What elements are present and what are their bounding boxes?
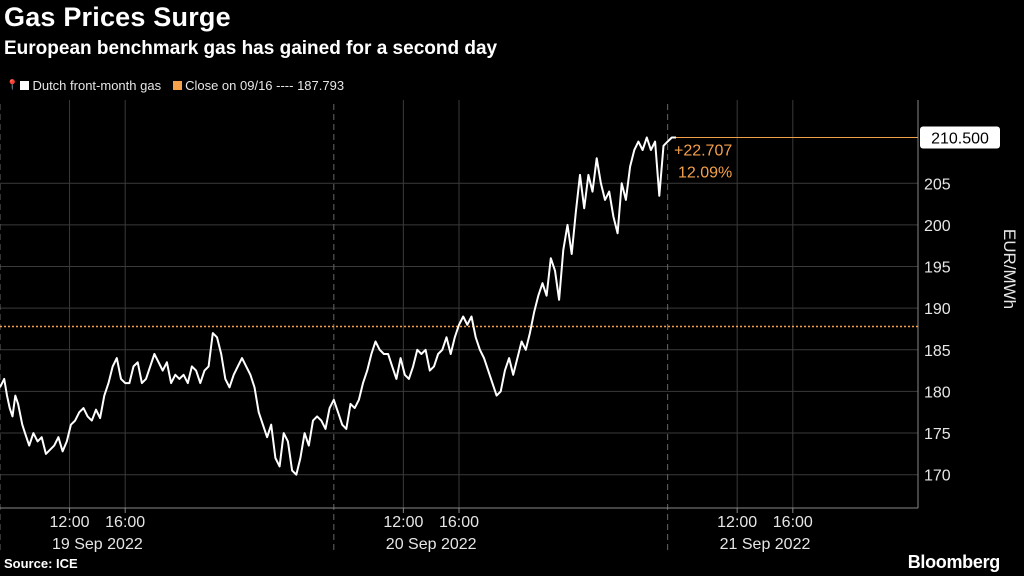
chart-subtitle: European benchmark gas has gained for a … <box>4 38 498 59</box>
x-tick-label: 16:00 <box>439 514 479 531</box>
x-tick-label: 12:00 <box>50 514 90 531</box>
legend-series-label: Dutch front-month gas <box>32 78 162 93</box>
y-tick-label: 185 <box>924 343 951 360</box>
legend-swatch-orange <box>173 81 183 90</box>
x-day-label: 19 Sep 2022 <box>52 536 143 552</box>
y-tick-label: 170 <box>924 468 951 485</box>
y-tick-label: 195 <box>924 260 951 277</box>
pin-icon: 📍 <box>6 80 19 91</box>
y-tick-label: 200 <box>924 218 951 235</box>
y-tick-label: 180 <box>924 384 951 401</box>
x-tick-label: 16:00 <box>105 514 145 531</box>
x-day-label: 21 Sep 2022 <box>720 536 811 552</box>
legend-item-close: Close on 09/16 ---- 187.793 <box>173 78 344 93</box>
bloomberg-logo: Bloomberg <box>907 552 1001 572</box>
chart-title: Gas Prices Surge <box>4 2 231 32</box>
change-abs-label: +22.707 <box>674 142 732 159</box>
y-tick-label: 205 <box>924 176 951 193</box>
x-tick-label: 12:00 <box>383 514 423 531</box>
y-tick-label: 190 <box>924 301 951 318</box>
x-tick-label: 12:00 <box>717 514 757 531</box>
legend: 📍 Dutch front-month gas Close on 09/16 -… <box>6 78 356 93</box>
last-value-box <box>920 126 1000 149</box>
legend-item-series: 📍 Dutch front-month gas <box>6 78 161 93</box>
line-chart: 170 175 180 185 190 195 200 205 12:00 16:00 12:00 1… <box>0 100 1019 552</box>
source-note: Source: ICE <box>4 556 78 571</box>
x-day-label: 20 Sep 2022 <box>386 536 477 552</box>
legend-swatch-white <box>20 81 30 90</box>
y-axis-label: EUR/MWh <box>1000 229 1019 309</box>
x-tick-label: 16:00 <box>773 514 813 531</box>
last-value-label: 210.500 <box>931 130 989 147</box>
legend-close-label: Close on 09/16 ---- 187.793 <box>185 78 345 93</box>
y-tick-label: 175 <box>924 426 951 443</box>
change-pct-label: 12.09% <box>678 164 732 181</box>
series-line-dutch-gas <box>0 136 676 476</box>
